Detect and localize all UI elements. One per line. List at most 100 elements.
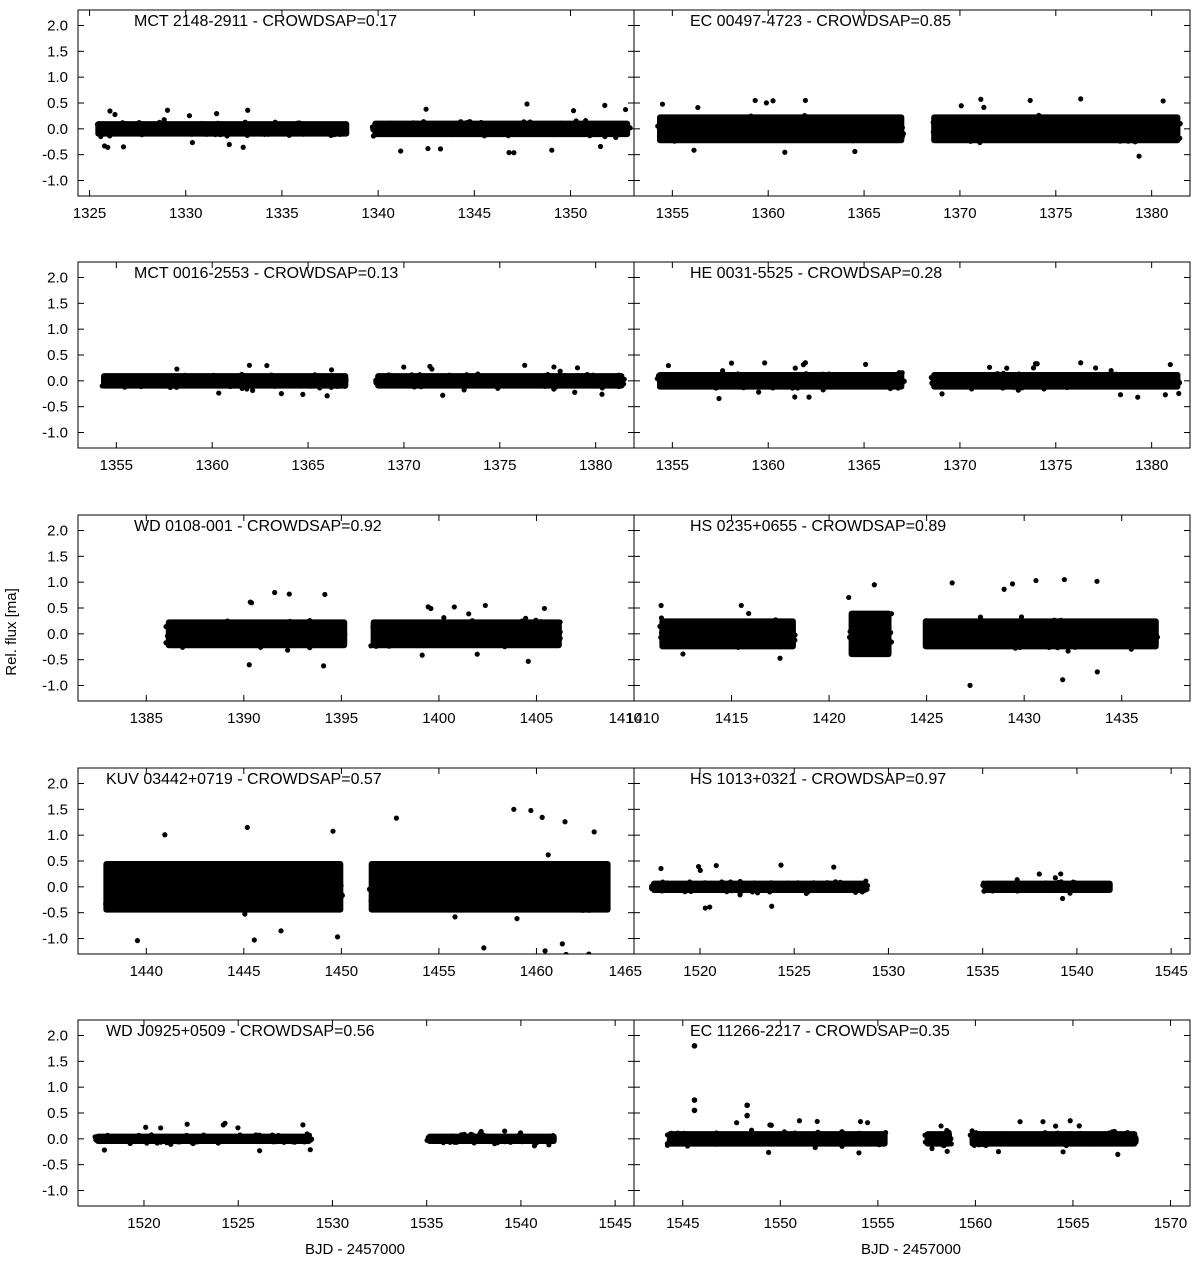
y-tick-label: 0.5 (47, 600, 68, 617)
data-point (398, 884, 404, 890)
data-point (782, 149, 788, 155)
data-point (1076, 633, 1082, 639)
data-point (839, 1143, 845, 1149)
x-tick-label: 1390 (227, 710, 260, 727)
data-point (1129, 632, 1135, 638)
data-point (1074, 1131, 1080, 1137)
data-point (398, 148, 404, 154)
data-point (1001, 586, 1007, 592)
data-point (680, 1135, 686, 1141)
x-tick-label: 1370 (943, 205, 976, 222)
data-point (733, 117, 739, 124)
data-point (1009, 581, 1016, 587)
data-point (219, 870, 225, 877)
data-point (263, 380, 269, 386)
data-point (104, 878, 111, 884)
data-point (1005, 629, 1011, 636)
data-point (239, 383, 245, 390)
data-point (1024, 132, 1030, 138)
data-point (759, 626, 765, 633)
data-point (401, 364, 407, 370)
data-point (124, 121, 130, 127)
data-point (279, 375, 285, 381)
data-point (657, 134, 663, 140)
data-point (434, 632, 441, 638)
x-tick-label: 1545 (598, 1215, 631, 1232)
data-point (566, 377, 572, 384)
data-point (141, 123, 147, 130)
data-point (203, 630, 210, 636)
x-tick-label: 1355 (100, 457, 133, 474)
data-point (1020, 135, 1026, 141)
data-point (969, 1128, 975, 1134)
data-point (321, 632, 327, 638)
data-point (955, 634, 961, 640)
data-point (1124, 1130, 1131, 1136)
data-point (259, 876, 266, 883)
data-point (276, 1135, 282, 1141)
panel-title: WD J0925+0509 - CROWDSAP=0.56 (106, 1023, 375, 1040)
data-point (168, 1141, 174, 1147)
data-point (386, 643, 392, 649)
data-point (1105, 381, 1111, 387)
data-point (981, 888, 987, 894)
data-point (516, 128, 522, 135)
data-segment (373, 362, 627, 398)
data-point (533, 863, 539, 869)
data-segment (980, 871, 1113, 902)
data-point (135, 898, 141, 904)
data-point (321, 382, 327, 388)
data-point (586, 891, 592, 898)
data-point (958, 132, 964, 138)
y-tick-label: 1.0 (47, 827, 68, 844)
data-point (250, 627, 256, 633)
x-tick-label: 1370 (943, 457, 976, 474)
data-point (398, 889, 404, 896)
data-point (1011, 384, 1017, 390)
data-point (147, 893, 153, 899)
data-point (1099, 1131, 1105, 1137)
data-point (432, 900, 438, 906)
data-point (556, 381, 563, 387)
data-point (310, 894, 316, 900)
data-point (810, 133, 816, 139)
data-point (1059, 895, 1066, 902)
data-point (441, 628, 447, 634)
data-point (445, 895, 452, 902)
data-point (403, 901, 410, 907)
data-point (937, 120, 943, 126)
data-point (1071, 882, 1077, 888)
data-point (230, 124, 236, 130)
data-point (856, 1150, 862, 1156)
data-point (967, 682, 973, 688)
data-point (197, 870, 203, 876)
data-point (207, 625, 213, 631)
data-point (1030, 630, 1036, 637)
data-point (171, 622, 178, 629)
panel-data (94, 101, 633, 156)
data-point (294, 625, 300, 632)
data-point (205, 636, 211, 643)
data-point (171, 635, 177, 641)
data-point (478, 1137, 484, 1143)
data-point (732, 634, 738, 640)
data-point (187, 1137, 193, 1143)
data-point (729, 888, 735, 894)
data-point (334, 879, 341, 885)
data-point (575, 893, 581, 899)
data-point (887, 385, 894, 392)
data-point (986, 364, 993, 370)
data-point (992, 132, 998, 138)
data-point (382, 636, 388, 642)
y-tick-label: 2.0 (47, 18, 68, 35)
data-point (144, 127, 150, 134)
data-point (790, 129, 796, 135)
data-point (534, 868, 541, 874)
y-tick-label: -0.5 (42, 1157, 68, 1174)
data-point (432, 379, 439, 385)
data-point (616, 380, 622, 386)
data-point (537, 375, 543, 382)
